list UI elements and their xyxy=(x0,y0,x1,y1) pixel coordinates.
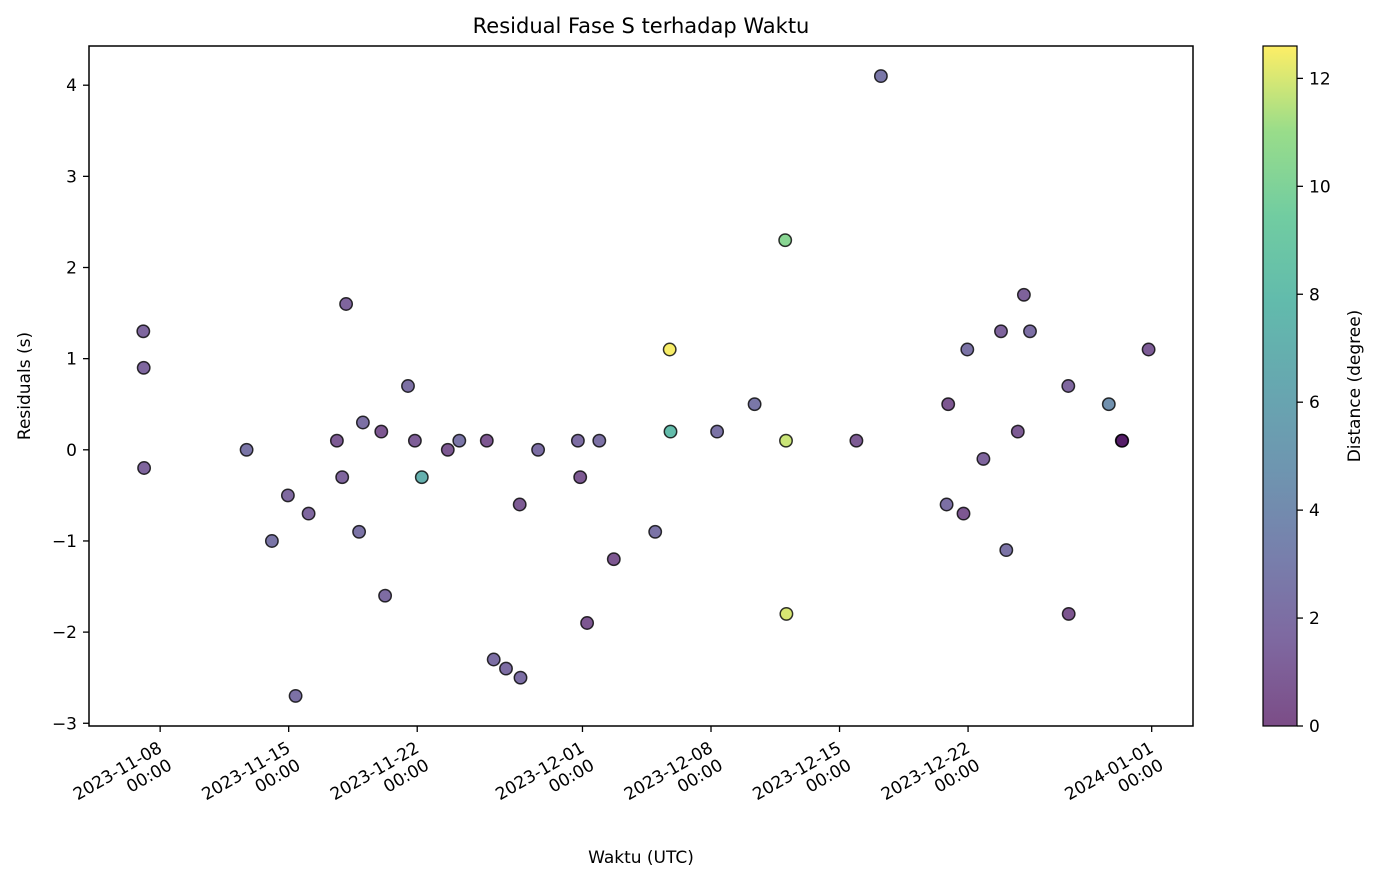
data-point xyxy=(779,433,793,448)
y-tick-label: 0 xyxy=(66,441,77,461)
data-point xyxy=(407,433,422,448)
data-point xyxy=(592,433,607,448)
data-point xyxy=(401,379,415,393)
data-point xyxy=(355,415,370,430)
data-point xyxy=(976,451,991,466)
colorbar-tick-label: 12 xyxy=(1309,69,1331,89)
data-point xyxy=(849,433,864,448)
data-point xyxy=(352,524,367,539)
data-point xyxy=(710,424,725,439)
data-point xyxy=(956,506,971,521)
data-point xyxy=(329,433,344,448)
data-point xyxy=(1023,324,1037,339)
data-point xyxy=(994,324,1008,339)
y-tick-label: −3 xyxy=(52,714,77,734)
data-point xyxy=(1061,606,1076,621)
data-point xyxy=(1016,287,1031,302)
data-point xyxy=(778,233,793,248)
data-point xyxy=(873,69,888,84)
data-point xyxy=(513,670,528,685)
y-tick-label: 1 xyxy=(66,350,77,370)
data-point xyxy=(580,616,595,630)
data-point xyxy=(479,433,494,448)
data-point xyxy=(378,588,393,603)
data-point xyxy=(999,543,1014,558)
data-point xyxy=(747,397,762,412)
data-point xyxy=(374,424,389,439)
colorbar-tick-label: 0 xyxy=(1309,717,1320,737)
data-point xyxy=(606,552,621,567)
data-point xyxy=(648,524,663,539)
data-point xyxy=(264,534,279,548)
y-axis-label: Residuals (s) xyxy=(15,332,35,440)
data-point xyxy=(662,342,677,357)
axes-frame xyxy=(88,45,1194,727)
colorbar-tick-label: 4 xyxy=(1309,501,1320,521)
colorbar: 0 2 4 6 8 10 12 Distance (degree) xyxy=(1262,45,1365,737)
y-axis-ticks: −3 −2 −1 0 1 2 3 4 xyxy=(52,76,89,734)
data-point xyxy=(960,342,975,357)
data-point xyxy=(941,397,956,412)
data-point xyxy=(335,470,350,485)
data-point xyxy=(137,461,152,475)
data-point xyxy=(339,297,354,311)
data-point xyxy=(280,488,295,503)
colorbar-ticks: 0 2 4 6 8 10 12 xyxy=(1297,69,1331,737)
data-point xyxy=(301,506,316,521)
colorbar-gradient xyxy=(1262,45,1298,727)
x-axis-label: Waktu (UTC) xyxy=(588,848,694,868)
colorbar-tick-label: 8 xyxy=(1309,285,1320,305)
y-tick-label: −1 xyxy=(52,532,77,552)
data-point xyxy=(1061,379,1076,393)
data-point xyxy=(499,661,513,676)
data-point xyxy=(570,433,585,448)
y-tick-label: 3 xyxy=(66,167,77,187)
data-point xyxy=(1010,424,1025,439)
data-point xyxy=(239,442,254,457)
chart-title: Residual Fase S terhadap Waktu xyxy=(473,14,810,38)
colorbar-tick-label: 6 xyxy=(1309,393,1320,413)
data-points xyxy=(136,69,1156,703)
y-tick-label: 2 xyxy=(66,259,77,279)
y-tick-label: −2 xyxy=(52,623,77,643)
data-point xyxy=(440,442,455,457)
data-point xyxy=(1115,433,1130,448)
data-point xyxy=(531,442,546,457)
data-point xyxy=(663,424,678,439)
data-point xyxy=(452,433,467,448)
data-point xyxy=(573,470,588,485)
colorbar-tick-label: 10 xyxy=(1309,177,1331,197)
data-point xyxy=(1101,397,1116,412)
data-point xyxy=(288,688,303,703)
data-point xyxy=(779,606,794,621)
data-point xyxy=(136,324,151,339)
y-tick-label: 4 xyxy=(66,76,77,96)
colorbar-tick-label: 2 xyxy=(1309,609,1320,629)
data-point xyxy=(1141,342,1156,357)
data-point xyxy=(136,360,151,375)
data-point xyxy=(939,497,954,512)
data-point xyxy=(486,652,501,667)
colorbar-label: Distance (degree) xyxy=(1345,310,1365,463)
data-point xyxy=(512,497,527,512)
data-point xyxy=(414,470,429,485)
